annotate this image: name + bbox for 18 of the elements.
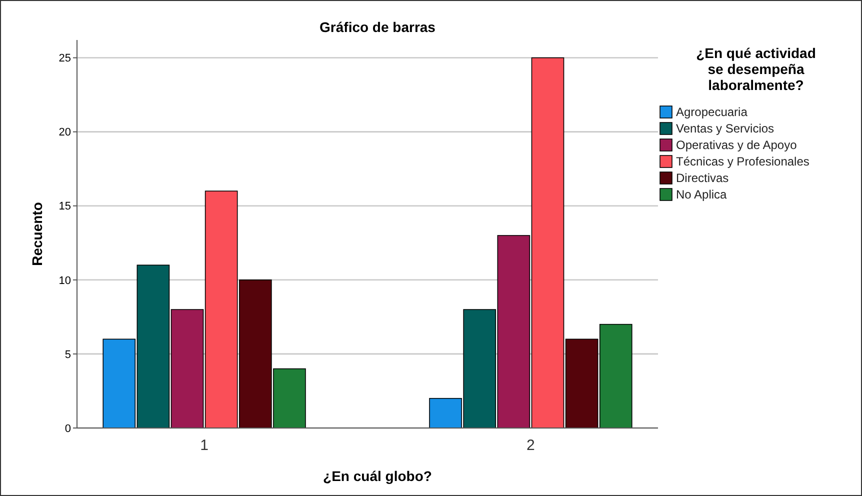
y-tick-label: 25 <box>58 52 71 65</box>
legend-label: Ventas y Servicios <box>676 122 774 136</box>
legend-label: Operativas y de Apoyo <box>676 138 798 152</box>
legend-title: ¿En qué actividad se desempeña laboralmente? <box>696 45 816 93</box>
x-tick-label: 1 <box>200 437 208 454</box>
x-tick-label: 2 <box>526 437 535 454</box>
x-axis-title: ¿En cuál globo? <box>323 468 432 484</box>
y-tick-label: 15 <box>58 200 71 213</box>
chart-title: Gráfico de barras <box>320 19 436 35</box>
legend-label: Agropecuaria <box>676 105 748 119</box>
y-tick-label: 5 <box>64 348 71 361</box>
legend-label: Técnicas y Profesionales <box>676 154 810 168</box>
y-tick-label: 20 <box>58 126 71 139</box>
y-axis-title: Recuento <box>29 202 45 266</box>
y-tick-label: 0 <box>64 422 71 435</box>
legend-label: Directivas <box>676 171 729 185</box>
y-tick-label: 10 <box>58 274 71 287</box>
legend-label: No Aplica <box>676 188 728 202</box>
